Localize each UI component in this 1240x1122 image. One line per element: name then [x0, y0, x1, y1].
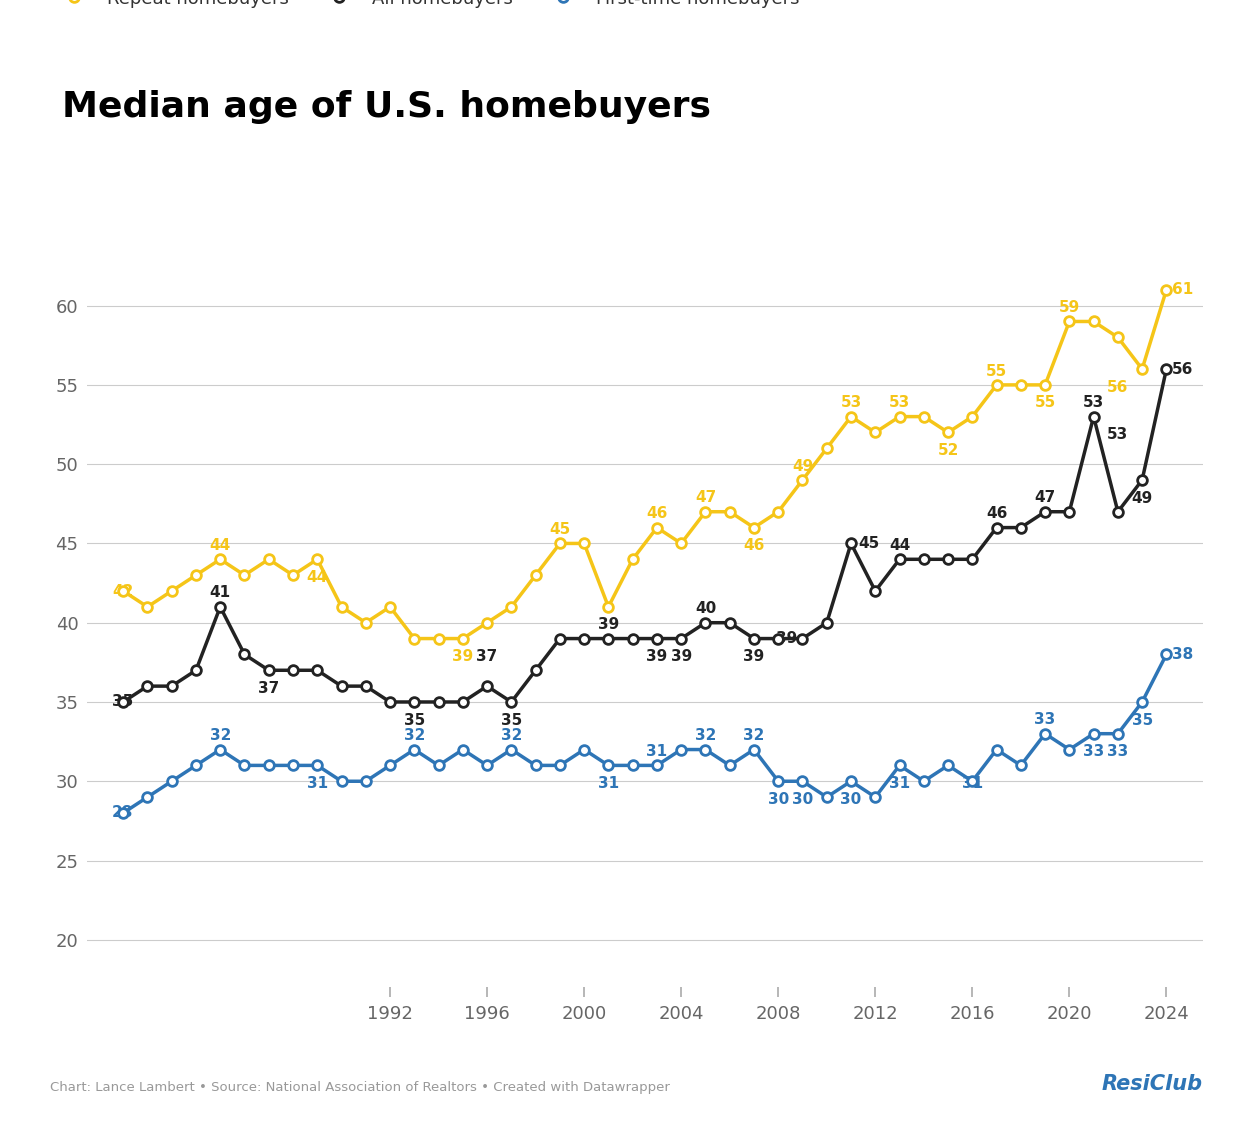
- Text: 53: 53: [889, 395, 910, 411]
- Text: 31: 31: [646, 744, 667, 758]
- Text: 42: 42: [112, 583, 134, 598]
- Text: 61: 61: [1172, 283, 1193, 297]
- Text: 35: 35: [1132, 712, 1153, 727]
- Text: 35: 35: [404, 712, 425, 727]
- Text: 44: 44: [306, 570, 327, 585]
- Text: 56: 56: [1172, 361, 1193, 377]
- Text: 49: 49: [792, 459, 813, 473]
- Text: 32: 32: [210, 728, 231, 743]
- Text: 39: 39: [453, 650, 474, 664]
- Text: 55: 55: [1034, 395, 1055, 411]
- Text: 40: 40: [694, 601, 715, 616]
- Text: 52: 52: [937, 443, 959, 458]
- Text: 32: 32: [743, 728, 765, 743]
- Text: 32: 32: [501, 728, 522, 743]
- Text: 39: 39: [743, 650, 765, 664]
- Text: Chart: Lance Lambert • Source: National Association of Realtors • Created with D: Chart: Lance Lambert • Source: National …: [50, 1080, 670, 1094]
- Text: 33: 33: [1083, 744, 1105, 760]
- Text: 28: 28: [112, 806, 134, 820]
- Text: 45: 45: [549, 522, 570, 537]
- Text: 44: 44: [210, 537, 231, 553]
- Text: 47: 47: [694, 490, 715, 505]
- Text: 30: 30: [768, 792, 789, 807]
- Text: 53: 53: [841, 395, 862, 411]
- Text: 31: 31: [889, 776, 910, 791]
- Text: 56: 56: [1107, 379, 1128, 395]
- Legend: Repeat homebuyers, All homebuyers, First-time homebuyers: Repeat homebuyers, All homebuyers, First…: [51, 0, 800, 8]
- Text: 32: 32: [694, 728, 717, 743]
- Text: ResiClub: ResiClub: [1101, 1074, 1203, 1094]
- Text: 33: 33: [1034, 712, 1055, 727]
- Text: 37: 37: [476, 649, 497, 664]
- Text: 37: 37: [258, 681, 279, 696]
- Text: 30: 30: [841, 792, 862, 807]
- Text: 31: 31: [962, 776, 983, 791]
- Text: 49: 49: [1132, 490, 1153, 506]
- Text: 46: 46: [646, 506, 667, 522]
- Text: 35: 35: [112, 695, 134, 709]
- Text: 32: 32: [404, 728, 425, 743]
- Text: 30: 30: [792, 792, 813, 807]
- Text: 33: 33: [1107, 744, 1128, 760]
- Text: 39: 39: [598, 617, 619, 632]
- Text: 41: 41: [210, 586, 231, 600]
- Text: 44: 44: [889, 537, 910, 553]
- Text: 31: 31: [598, 776, 619, 791]
- Text: 38: 38: [1172, 647, 1193, 662]
- Text: 47: 47: [1034, 490, 1055, 505]
- Text: 31: 31: [306, 776, 327, 791]
- Text: 46: 46: [986, 506, 1007, 522]
- Text: 35: 35: [501, 712, 522, 727]
- Text: 39: 39: [776, 631, 797, 646]
- Text: Median age of U.S. homebuyers: Median age of U.S. homebuyers: [62, 90, 711, 123]
- Text: 53: 53: [1107, 427, 1128, 442]
- Text: 46: 46: [743, 539, 765, 553]
- Text: 39: 39: [671, 650, 692, 664]
- Text: 39: 39: [646, 650, 667, 664]
- Text: 59: 59: [1059, 300, 1080, 315]
- Text: 55: 55: [986, 364, 1007, 378]
- Text: 45: 45: [858, 536, 879, 551]
- Text: 53: 53: [1083, 395, 1105, 411]
